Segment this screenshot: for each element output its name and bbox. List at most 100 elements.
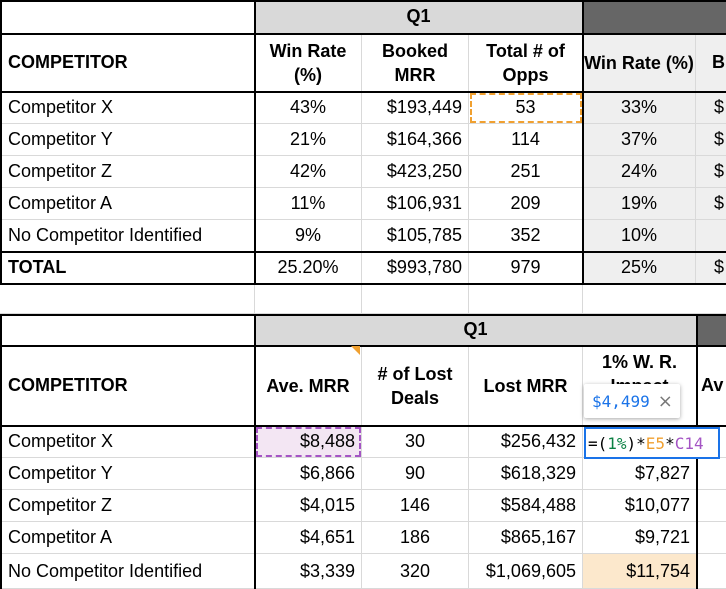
booked-mrr-cell[interactable]: $105,785 <box>362 220 469 252</box>
empty-cell[interactable] <box>255 284 362 314</box>
booked-mrr-cell[interactable]: $164,366 <box>362 124 469 156</box>
competitor-name-cell[interactable]: Competitor Y <box>0 124 255 156</box>
q1-group-header[interactable]: Q1 <box>255 0 583 34</box>
booked-mrr-cell[interactable]: $423,250 <box>362 156 469 188</box>
win-rate-next-cell[interactable]: 10% <box>583 220 696 252</box>
competitor-name-cell[interactable]: Competitor Z <box>0 156 255 188</box>
total-opps-cell[interactable]: 251 <box>469 156 583 188</box>
win-rate-cell[interactable]: 42% <box>255 156 362 188</box>
col-header-win-rate[interactable]: Win Rate (%) <box>255 34 362 92</box>
next-partial-cell[interactable] <box>697 554 726 589</box>
next-partial-cell[interactable]: $ <box>696 188 726 220</box>
empty-cell[interactable] <box>469 284 583 314</box>
formula-ref-e5: E5 <box>645 433 666 453</box>
border-line <box>0 33 726 35</box>
border-line <box>0 251 726 253</box>
competitor-name-cell[interactable]: No Competitor Identified <box>0 554 255 589</box>
formula-mid: )* <box>626 433 646 453</box>
lost-mrr-cell[interactable]: $256,432 <box>469 426 583 458</box>
competitor-name-cell[interactable]: Competitor X <box>0 92 255 124</box>
col-header-total-opps[interactable]: Total # of Opps <box>469 34 583 92</box>
empty-cell[interactable] <box>583 284 726 314</box>
win-rate-cell[interactable]: 9% <box>255 220 362 252</box>
cell-blank-top-2[interactable] <box>0 314 255 346</box>
ave-mrr-cell[interactable]: $8,488 <box>255 426 362 458</box>
next-partial-cell[interactable]: $ <box>696 156 726 188</box>
win-rate-next-cell[interactable]: 37% <box>583 124 696 156</box>
col-header-ave-mrr[interactable]: Ave. MRR <box>255 346 362 426</box>
next-partial-cell[interactable] <box>697 490 726 522</box>
col-header-lost-mrr[interactable]: Lost MRR <box>469 346 583 426</box>
col-header-booked-mrr[interactable]: Booked MRR <box>362 34 469 92</box>
impact-cell[interactable]: $9,721 <box>583 522 697 554</box>
total-win-rate-cell[interactable]: 25.20% <box>255 252 362 284</box>
col-header-next-partial-2[interactable]: Av <box>697 346 726 426</box>
competitor-name-cell[interactable]: Competitor A <box>0 522 255 554</box>
competitor-name-cell[interactable]: No Competitor Identified <box>0 220 255 252</box>
win-rate-cell[interactable]: 21% <box>255 124 362 156</box>
next-partial-cell[interactable] <box>697 458 726 490</box>
lost-deals-cell[interactable]: 90 <box>362 458 469 490</box>
formula-ref-c14-highlight <box>256 427 361 457</box>
empty-cell[interactable] <box>0 284 255 314</box>
next-partial-cell[interactable] <box>697 522 726 554</box>
q1-group-header-2[interactable]: Q1 <box>255 314 697 346</box>
lost-mrr-cell[interactable]: $865,167 <box>469 522 583 554</box>
next-partial-cell[interactable]: $ <box>696 92 726 124</box>
col-header-lost-deals[interactable]: # of Lost Deals <box>362 346 469 426</box>
competitor-name-cell[interactable]: Competitor Z <box>0 490 255 522</box>
next-partial-cell[interactable]: $ <box>696 124 726 156</box>
impact-cell[interactable]: $10,077 <box>583 490 697 522</box>
lost-deals-cell[interactable]: 186 <box>362 522 469 554</box>
cell-blank-top[interactable] <box>0 0 255 34</box>
formula-editor-input[interactable]: =(1%)* E5 * C14 <box>584 427 720 459</box>
booked-mrr-cell[interactable]: $106,931 <box>362 188 469 220</box>
win-rate-cell[interactable]: 11% <box>255 188 362 220</box>
lost-mrr-cell[interactable]: $584,488 <box>469 490 583 522</box>
competitor-name-cell[interactable]: Competitor Y <box>0 458 255 490</box>
col-header-competitor-2[interactable]: COMPETITOR <box>0 346 255 426</box>
total-next-partial-cell[interactable]: $ <box>696 252 726 284</box>
formula-ref-c14: C14 <box>674 433 704 453</box>
win-rate-next-cell[interactable]: 19% <box>583 188 696 220</box>
next-partial-cell[interactable] <box>696 220 726 252</box>
ave-mrr-cell[interactable]: $4,651 <box>255 522 362 554</box>
total-opps-cell[interactable]: 209 <box>469 188 583 220</box>
border-line <box>0 425 726 427</box>
total-opps-cell[interactable]: 114 <box>469 124 583 156</box>
lost-deals-cell[interactable]: 320 <box>362 554 469 589</box>
q2-group-header[interactable] <box>583 0 726 34</box>
competitor-name-cell[interactable]: Competitor X <box>0 426 255 458</box>
competitor-name-cell[interactable]: Competitor A <box>0 188 255 220</box>
lost-deals-cell[interactable]: 146 <box>362 490 469 522</box>
lost-mrr-cell[interactable]: $1,069,605 <box>469 554 583 589</box>
lost-mrr-cell[interactable]: $618,329 <box>469 458 583 490</box>
booked-mrr-cell[interactable]: $193,449 <box>362 92 469 124</box>
border-line <box>0 345 726 347</box>
empty-cell[interactable] <box>362 284 469 314</box>
total-win-rate-next-cell[interactable]: 25% <box>583 252 696 284</box>
impact-cell-highlighted[interactable]: $11,754 <box>583 554 697 589</box>
border-line <box>0 314 726 316</box>
total-label-cell[interactable]: TOTAL <box>0 252 255 284</box>
total-booked-mrr-cell[interactable]: $993,780 <box>362 252 469 284</box>
win-rate-cell[interactable]: 43% <box>255 92 362 124</box>
ave-mrr-cell[interactable]: $3,339 <box>255 554 362 589</box>
q2-group-header-2[interactable] <box>697 314 726 346</box>
ave-mrr-cell[interactable]: $6,866 <box>255 458 362 490</box>
border-line <box>254 314 256 589</box>
formula-operator: * <box>665 433 675 453</box>
col-header-win-rate-next[interactable]: Win Rate (%) <box>583 34 696 92</box>
total-opps-cell[interactable]: 979 <box>469 252 583 284</box>
lost-deals-cell[interactable]: 30 <box>362 426 469 458</box>
close-icon[interactable]: × <box>657 390 673 412</box>
win-rate-next-cell[interactable]: 24% <box>583 156 696 188</box>
ave-mrr-cell[interactable]: $4,015 <box>255 490 362 522</box>
formula-preview-value: $4,499 <box>592 391 650 411</box>
total-opps-cell[interactable]: 352 <box>469 220 583 252</box>
col-header-competitor[interactable]: COMPETITOR <box>0 34 255 92</box>
col-header-next-partial[interactable]: B <box>696 34 726 92</box>
impact-cell[interactable]: $7,827 <box>583 458 697 490</box>
win-rate-next-cell[interactable]: 33% <box>583 92 696 124</box>
